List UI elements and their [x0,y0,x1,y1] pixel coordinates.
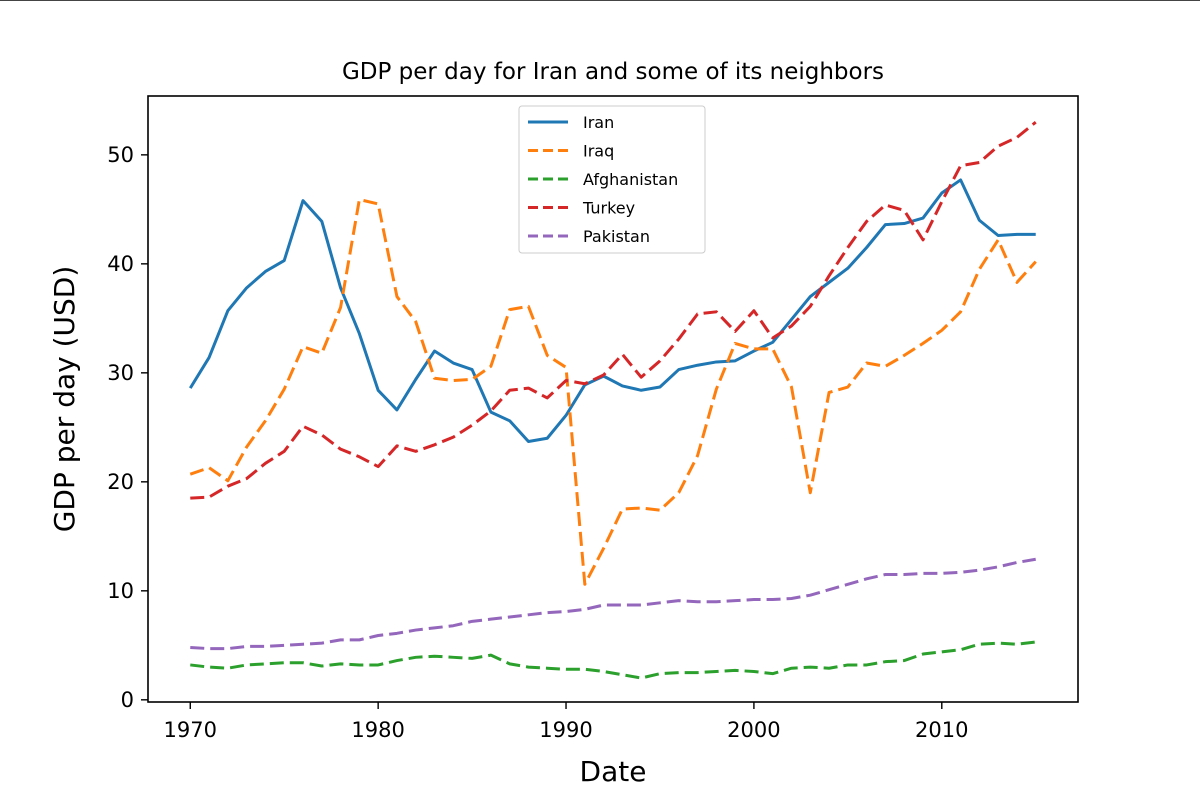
x-tick-label: 1970 [164,718,217,742]
y-tick-label: 20 [107,470,134,494]
series-layer [188,120,1037,680]
legend-items: Iran Iraq Afghanistan Turkey Pakistan [528,113,678,246]
x-tick-label: 2000 [727,718,780,742]
legend-label-afghanistan: Afghanistan [583,170,678,189]
series-line-pakistan [190,557,1036,651]
legend-label-iraq: Iraq [583,142,614,161]
x-axis-label: Date [580,755,647,788]
legend-label-turkey: Turkey [582,199,635,218]
y-tick-label: 40 [107,252,134,276]
legend-frame [518,105,706,254]
series-line-turkey [190,120,1037,500]
legend-label-pakistan: Pakistan [583,227,650,246]
x-axis-ticks: 1970 1980 1990 2000 2010 [164,702,969,742]
legend-label-iran: Iran [583,113,614,132]
top-border-line [0,0,1200,1]
series-line-iran [188,178,1036,444]
y-axis-label: GDP per day (USD) [48,266,81,533]
y-axis-ticks: 0 10 20 30 40 50 [107,143,148,712]
y-tick-label: 30 [107,361,134,385]
y-tick-label: 0 [121,688,134,712]
plot-frame [147,95,1079,703]
series-line-iraq [189,198,1037,586]
x-tick-label: 1980 [351,718,404,742]
series-line-afghanistan [190,640,1036,680]
x-tick-label: 2010 [915,718,968,742]
y-tick-label: 50 [107,143,134,167]
y-tick-label: 10 [107,579,134,603]
x-tick-label: 1990 [539,718,592,742]
legend: Iran Iraq Afghanistan Turkey Pakistan [518,105,706,254]
chart-title: GDP per day for Iran and some of its nei… [342,59,884,85]
